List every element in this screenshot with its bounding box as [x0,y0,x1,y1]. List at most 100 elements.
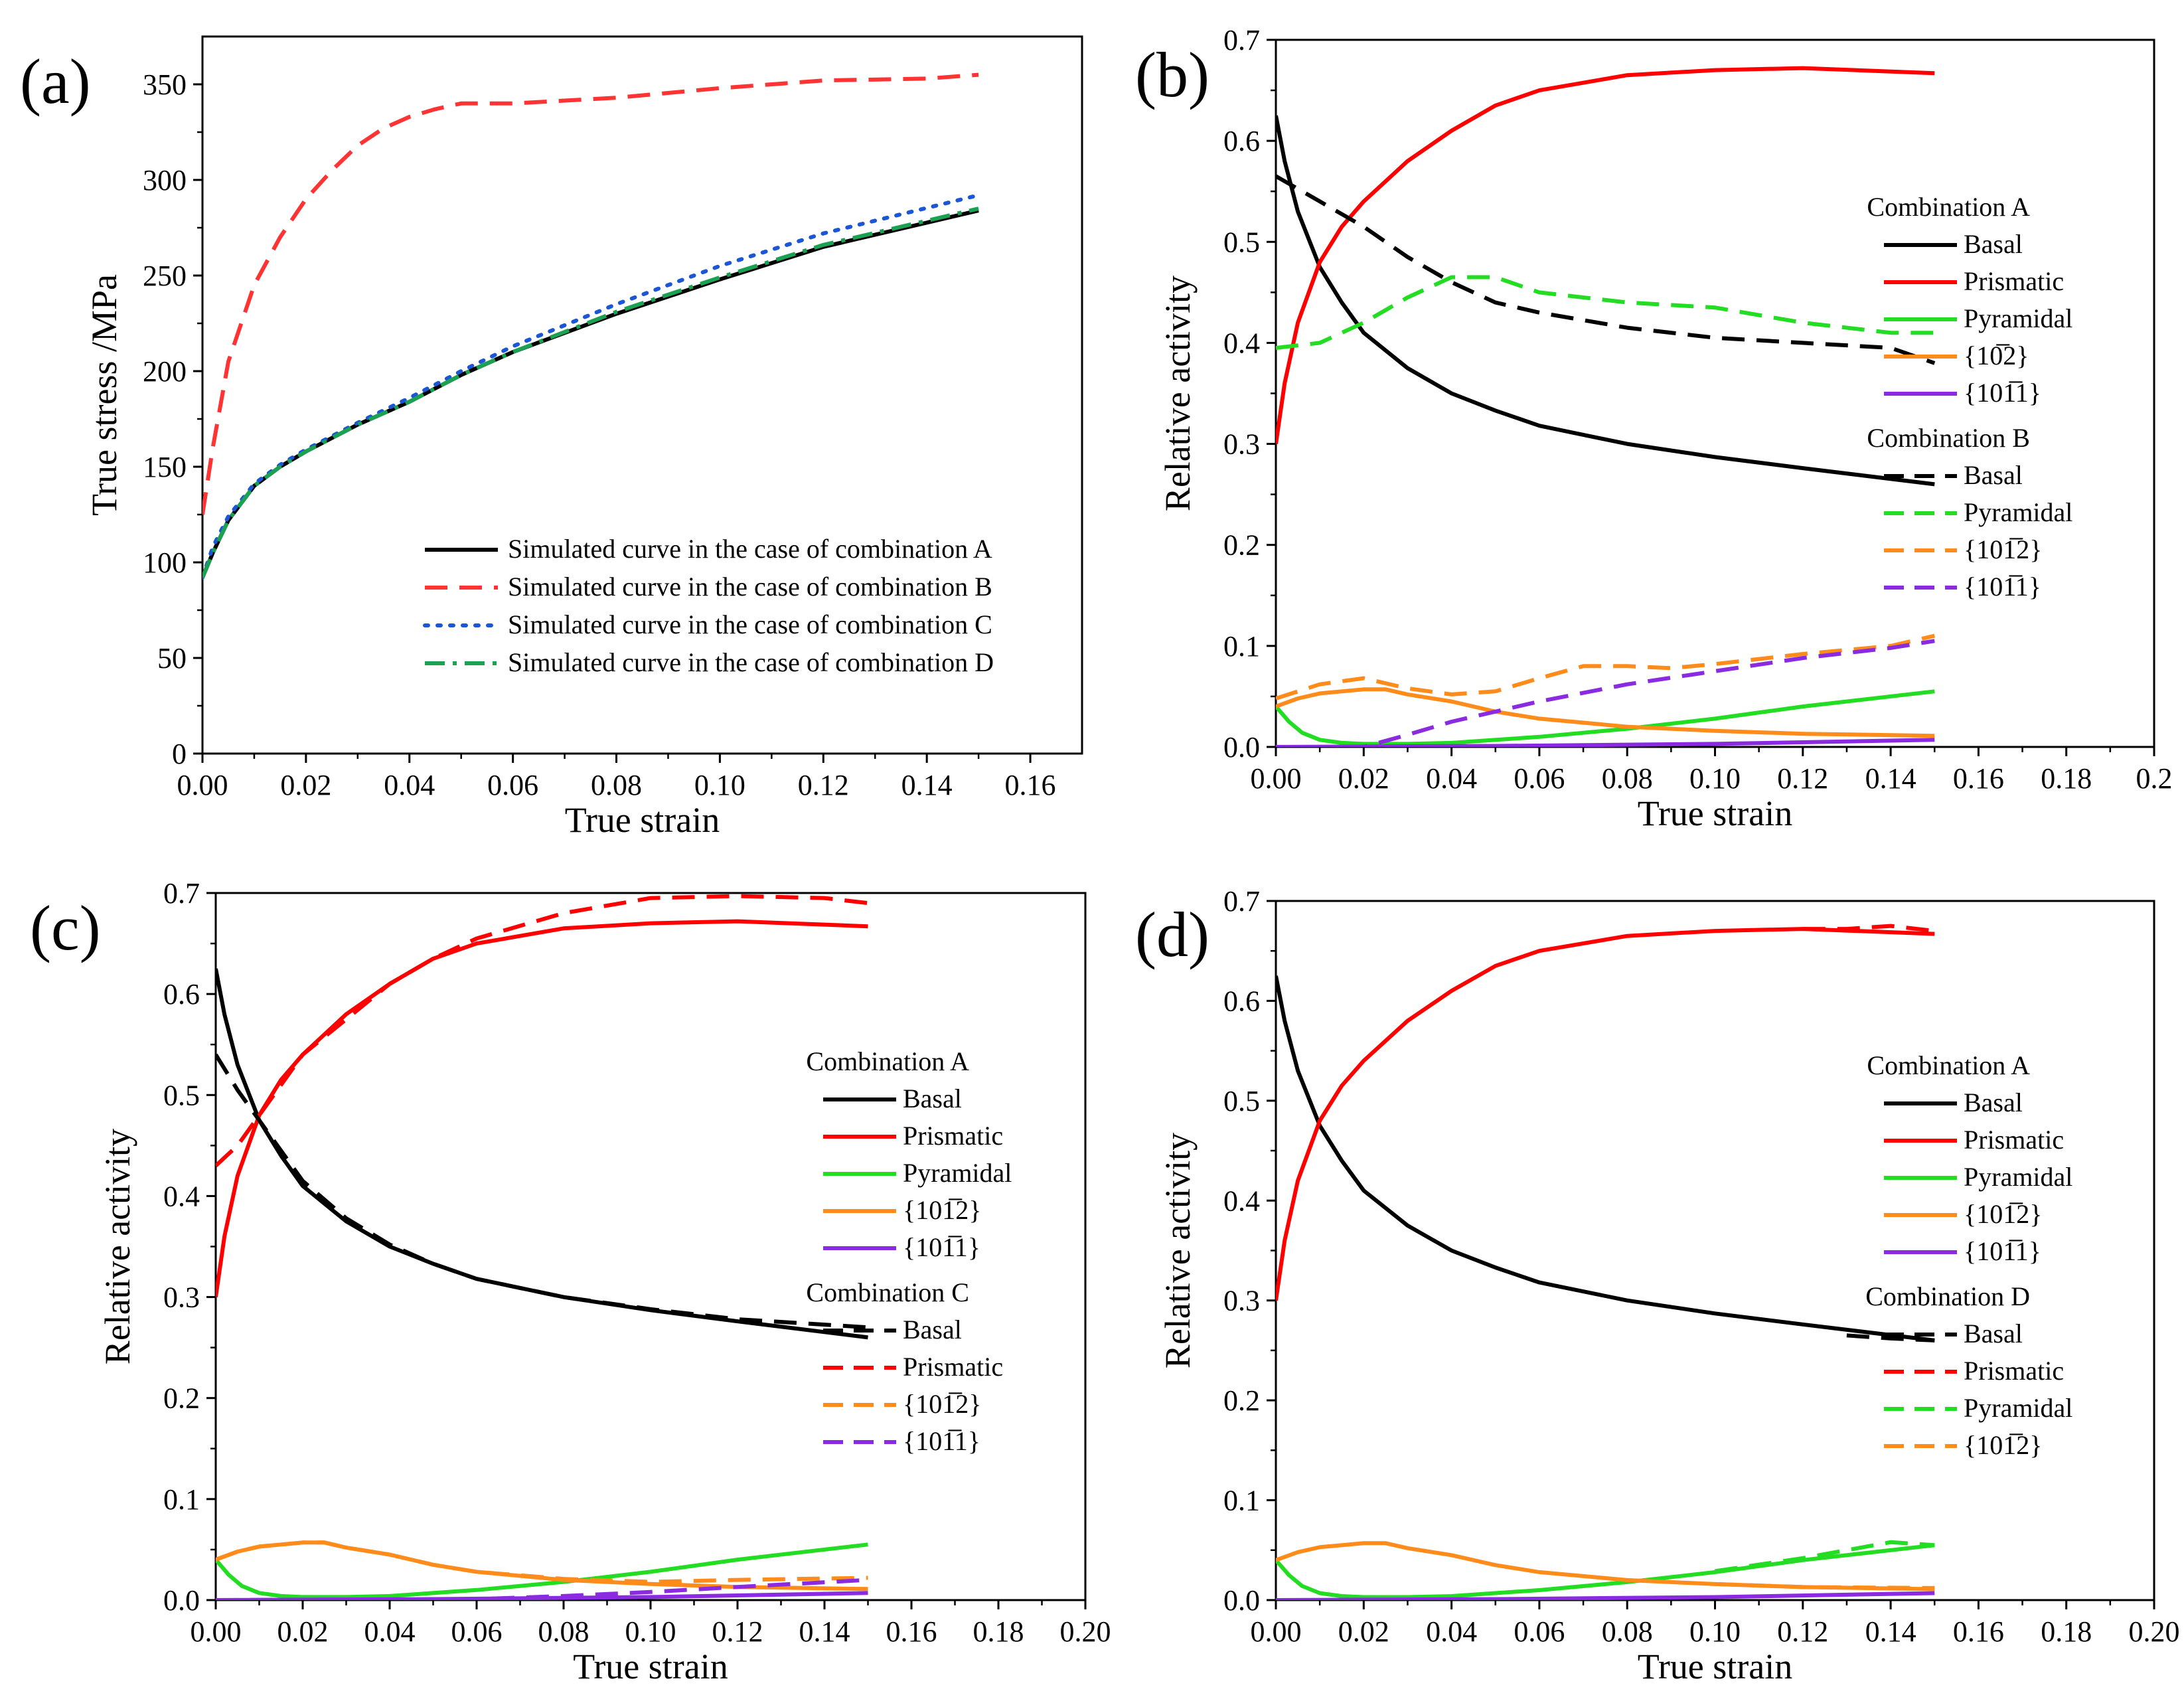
series-line-6 [1276,275,1935,350]
legend-label: Pyramidal [903,1158,1012,1188]
series-line-2 [216,1542,868,1599]
y-axis-label: Relative activity [98,1129,137,1364]
y-tick-label: 200 [143,355,187,388]
y-tick-label: 350 [143,68,187,101]
y-tick-label: 300 [143,164,187,197]
legend-label: Pyramidal [1964,1393,2072,1423]
x-tick-label: 0.06 [1514,1615,1565,1648]
series-line-8 [1276,639,1935,747]
y-tick-label: 0.5 [163,1079,200,1111]
legend-label: Basal [1964,1319,2023,1348]
series-line-6 [216,894,868,1168]
legend-label: Basal [903,1084,962,1113]
x-tick-label: 0.18 [2041,1615,2092,1648]
x-tick-label: 0.10 [694,769,745,801]
x-tick-label: 0.14 [901,769,953,801]
x-tick-label: 0.16 [886,1615,937,1648]
legend-label: Basal [1964,1088,2023,1117]
x-tick-label: 0.00 [1251,1615,1302,1648]
legend-label: Pyramidal [1964,497,2072,527]
legend-label: {101̅2} [903,1389,981,1419]
y-tick-label: 0.6 [163,978,200,1011]
legend-label: {101̅1} [1964,572,2041,602]
x-tick-label: 0.16 [1953,1615,2004,1648]
y-tick-label: 0.1 [1223,630,1260,663]
x-tick-label: 0.10 [625,1615,676,1648]
x-axis-label: True strain [1638,793,1793,833]
x-tick-label: 0.08 [1602,1615,1653,1648]
series-group [1276,924,1935,1600]
series-line-7 [1276,633,1935,700]
legend-group-title: Combination A [1867,192,2030,222]
series-line-0 [216,968,868,1340]
legend-label: {101̅2} [1964,1430,2042,1460]
legend-label: {101̅2} [1964,534,2042,564]
series-line-7 [1715,1540,1935,1574]
x-tick-label: 0.04 [1426,762,1477,795]
series-line-1 [1276,927,1935,1301]
y-axis-label: True stress /MPa [84,274,124,516]
legend-group-title: Combination A [806,1046,969,1076]
y-tick-label: 0.2 [163,1382,200,1415]
legend-label: Basal [1964,460,2023,490]
panel-c: (c) 0.00 0.02 0.04 0.06 0.08 0.10 0.12 0.14 0.16 0… [30,877,1111,1686]
legend-label: Prismatic [1964,266,2064,296]
series-line-0 [1276,115,1935,487]
y-tick-label: 250 [143,260,187,292]
y-tick-label: 0.3 [163,1281,200,1314]
plot-frame [201,35,1083,755]
x-tick-label: 0.10 [1689,1615,1741,1648]
y-tick-label: 150 [143,451,187,483]
x-tick-label: 0.20 [2129,1615,2180,1648]
legend-label: Simulated curve in the case of combinati… [508,647,994,677]
series-line-2 [1276,689,1935,746]
x-tick-label: 0.20 [1060,1615,1111,1648]
legend-label: {101̅1} [1964,1236,2041,1266]
x-tick-label: 0.08 [1602,762,1653,795]
y-tick-label: 100 [143,546,187,579]
series-line-1 [216,919,868,1298]
x-tick-label: 0.00 [1251,762,1302,795]
x-tick-label: 0.02 [1338,762,1389,795]
legend: Simulated curve in the case of combinati… [423,534,994,677]
x-tick-label: 0.14 [1865,762,1916,795]
series-line-2 [202,193,981,580]
legend-label: Basal [903,1315,962,1344]
panel-letter: (a) [20,46,91,117]
legend-group-title: Combination B [1867,423,2030,453]
legend-label: Basal [1964,229,2023,259]
series-line-1 [1276,66,1935,445]
y-tick-label: 0.7 [1223,885,1260,918]
series-line-3 [1276,687,1935,738]
legend: Combination A Basal Prismatic Pyramidal {10̅… [1867,192,2072,602]
panel-letter: (c) [30,892,101,963]
y-tick-label: 0.2 [1223,1384,1260,1417]
y-tick-label: 0.0 [163,1584,200,1617]
x-axis-label: True strain [1638,1647,1793,1686]
legend: Combination A Basal Prismatic Pyramidal {101… [806,1046,1012,1456]
legend-label: Prismatic [1964,1356,2064,1386]
x-tick-label: 0.10 [1689,762,1741,795]
series-line-3 [202,206,979,579]
legend-label: Prismatic [903,1121,1003,1151]
legend-group-title: Combination A [1867,1050,2030,1080]
panel-letter: (b) [1135,39,1209,110]
legend-label: Simulated curve in the case of combinati… [508,609,992,639]
x-tick-label: 0.18 [973,1615,1024,1648]
x-tick-label: 0.14 [1865,1615,1916,1648]
x-tick-label: 0.04 [364,1615,416,1648]
y-tick-label: 0.3 [1223,1285,1260,1317]
series-line-5 [1276,174,1936,365]
legend-label: Prismatic [903,1352,1003,1382]
legend-label: {101̅2} [903,1195,981,1225]
series-line-6 [1802,924,1935,933]
x-tick-label: 0.08 [591,769,642,801]
y-tick-label: 0.5 [1223,1085,1260,1117]
series-line-8 [1715,1581,1935,1590]
legend-label: {101̅1} [1964,378,2041,408]
y-tick-label: 0.0 [1223,1584,1260,1617]
legend-label: Pyramidal [1964,303,2072,333]
legend-group-title: Combination D [1865,1281,2030,1311]
y-tick-label: 0.0 [1223,731,1260,764]
